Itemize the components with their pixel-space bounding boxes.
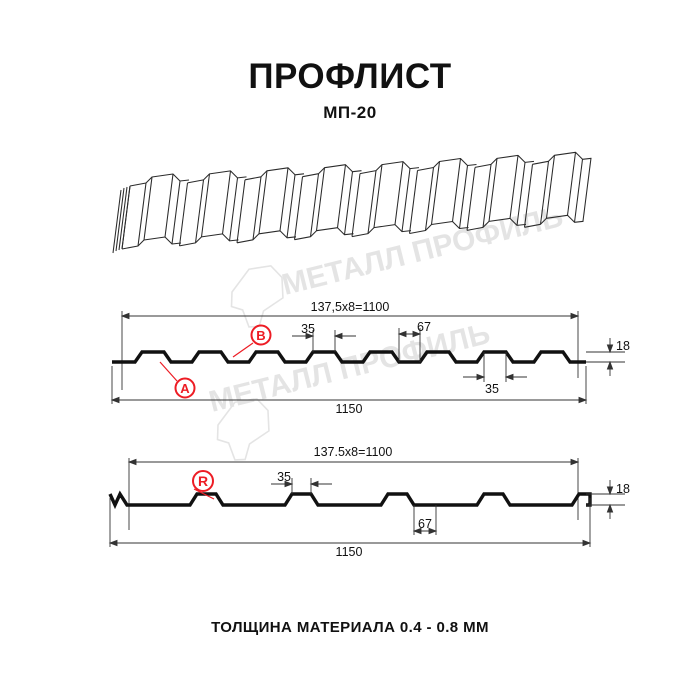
dim-35-label-2: 35: [277, 470, 291, 484]
dim-18-label-1: 18: [616, 339, 630, 353]
dim-18-label-2: 18: [616, 482, 630, 496]
profile-outline-2: [108, 490, 592, 510]
dim-67-label-1: 67: [417, 320, 431, 334]
dim-top-label-1: 137,5x8=1100: [311, 300, 390, 314]
watermark-text: МЕТАЛЛ ПРОФИЛЬ: [279, 200, 567, 302]
dim-bottom-label-2: 1150: [336, 545, 363, 559]
callout-r-label: R: [198, 473, 208, 489]
callout-r[interactable]: R: [192, 470, 215, 500]
dim-35-upper-label-1: 35: [301, 322, 315, 336]
material-thickness-note: ТОЛЩИНА МАТЕРИАЛА 0.4 - 0.8 ММ: [211, 619, 489, 636]
corrugation-modules: [121, 151, 592, 250]
callout-b[interactable]: B: [232, 324, 272, 358]
dim-18-2: [586, 480, 625, 519]
dim-top-1: [120, 311, 580, 390]
dim-18-1: [586, 338, 625, 376]
callout-a-label: A: [180, 381, 190, 396]
dim-top-label-2: 137.5x8=1100: [314, 445, 393, 459]
isometric-profile-view: [112, 151, 592, 254]
dim-top-2: [127, 458, 580, 530]
callout-a[interactable]: A: [159, 361, 196, 399]
dim-67-label-2: 67: [418, 517, 432, 531]
dim-bottom-1: [110, 366, 588, 404]
dim-35-lower-1: [463, 352, 527, 382]
page-subtitle: МП-20: [323, 103, 377, 122]
dim-bottom-2: [108, 498, 592, 547]
watermark-logo-top: МЕТАЛЛ ПРОФИЛЬ: [230, 200, 567, 328]
dim-67-2: [412, 505, 438, 535]
cross-section-r: 137.5x8=1100 35 67: [108, 445, 630, 559]
callout-b-label: B: [256, 328, 265, 343]
cross-section-a: 137,5x8=1100 35 67: [110, 300, 630, 416]
profile-outline-1: [112, 350, 586, 364]
dim-35-upper-1: [292, 330, 356, 352]
watermark-logo-bottom: МЕТАЛЛ ПРОФИЛЬ: [206, 317, 493, 461]
dim-35-2: [271, 478, 332, 494]
dim-35-lower-label-1: 35: [485, 382, 499, 396]
dim-bottom-label-1: 1150: [336, 402, 363, 416]
dim-67-1: [397, 328, 422, 362]
page-title: ПРОФЛИСТ: [248, 57, 452, 96]
